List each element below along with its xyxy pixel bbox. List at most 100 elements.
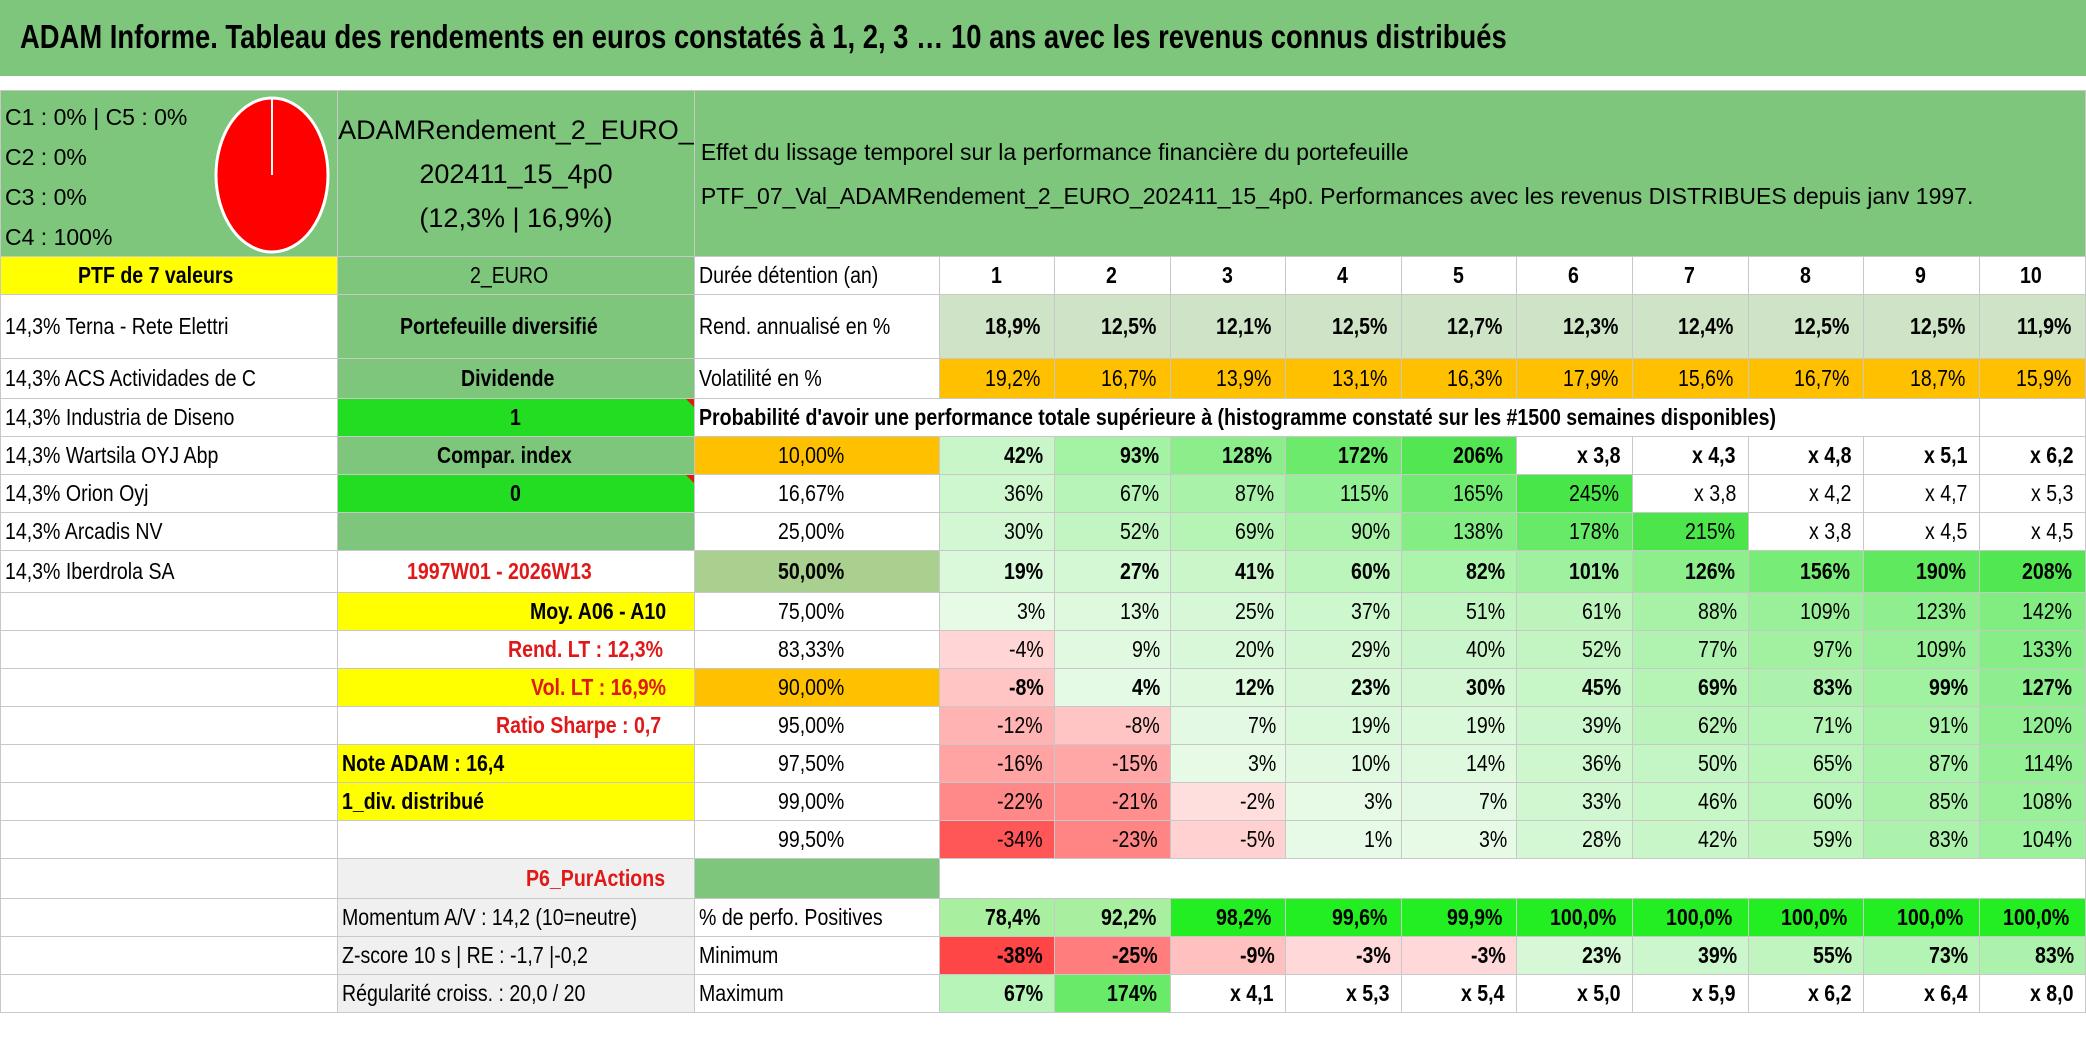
sharpe-label: Ratio Sharpe : 0,7 bbox=[337, 706, 695, 745]
quantile-label: 99,00% bbox=[693, 782, 940, 821]
quantile-value: 69% bbox=[1169, 512, 1287, 551]
quantile-value: 87% bbox=[1863, 744, 1980, 783]
vol-value: 17,9% bbox=[1516, 358, 1633, 399]
quantile-value: -8% bbox=[938, 668, 1056, 707]
quantile-value: 91% bbox=[1863, 706, 1980, 745]
vol-lt-label: Vol. LT : 16,9% bbox=[337, 668, 695, 707]
quantile-row: 99,50% -34% -23% -5% 1% 3% 28% 42% 59% 83% 104% bbox=[0, 820, 2086, 859]
min-value: -9% bbox=[1169, 936, 1287, 975]
quantile-value: x 5,3 bbox=[1978, 474, 2086, 513]
quantile-value: 33% bbox=[1516, 782, 1633, 821]
holding-item: 14,3% Wartsila OYJ Abp bbox=[0, 436, 339, 475]
quantile-value: -34% bbox=[938, 820, 1056, 859]
min-value: -3% bbox=[1400, 936, 1518, 975]
quantile-value: -22% bbox=[938, 782, 1056, 821]
divider bbox=[0, 76, 2086, 84]
empty-cell bbox=[0, 782, 339, 821]
quantile-value: 39% bbox=[1516, 706, 1633, 745]
quantile-value: 59% bbox=[1747, 820, 1865, 859]
quantile-value: 41% bbox=[1169, 550, 1287, 593]
quantile-value: 25% bbox=[1169, 592, 1287, 631]
max-value: x 4,1 bbox=[1169, 974, 1287, 1013]
empty-cell bbox=[0, 936, 339, 975]
quantile-value: 99% bbox=[1863, 668, 1980, 707]
quantile-value: 115% bbox=[1285, 474, 1402, 513]
quantile-value: x 6,2 bbox=[1978, 436, 2086, 475]
min-value: 39% bbox=[1631, 936, 1749, 975]
min-value: 73% bbox=[1863, 936, 1980, 975]
rend-label: Rend. annualisé en % bbox=[693, 294, 940, 359]
holding-item: 14,3% Terna - Rete Elettri bbox=[0, 294, 339, 359]
quantile-value: 88% bbox=[1631, 592, 1749, 631]
duree-label: Durée détention (an) bbox=[693, 256, 940, 295]
quantile-value: 123% bbox=[1863, 592, 1980, 631]
quantile-value: 60% bbox=[1285, 550, 1402, 593]
positives-row: Momentum A/V : 14,2 (10=neutre)% de perf… bbox=[0, 898, 2086, 937]
vol-value: 13,1% bbox=[1285, 358, 1402, 399]
proba-row: 14,3% Industria de Diseno 1 Probabilité d'… bbox=[0, 398, 2086, 437]
quantile-value: -23% bbox=[1054, 820, 1171, 859]
quantile-value: 83% bbox=[1747, 668, 1865, 707]
div-distrib-label: 1_div. distribué bbox=[337, 782, 695, 821]
year-header: 2 bbox=[1054, 256, 1171, 295]
quantile-value: 109% bbox=[1747, 592, 1865, 631]
quantile-row: Moy. A06 - A10 75,00% 3% 13% 25% 37% 51% 61% 88%… bbox=[0, 592, 2086, 631]
rend-value: 12,5% bbox=[1747, 294, 1865, 359]
vol-value: 15,9% bbox=[1978, 358, 2086, 399]
pos-value: 92,2% bbox=[1054, 898, 1171, 937]
holding-item: 14,3% Iberdrola SA bbox=[0, 550, 339, 593]
quantile-value: 120% bbox=[1978, 706, 2086, 745]
quantile-value: 65% bbox=[1747, 744, 1865, 783]
portfolio-stats: (12,3% | 16,9%) bbox=[419, 202, 613, 233]
quantile-row: Note ADAM : 16,4 97,50% -16% -15% 3% 10% 14% 36… bbox=[0, 744, 2086, 783]
year-header: 1 bbox=[938, 256, 1056, 295]
quantile-label: 90,00% bbox=[693, 668, 940, 707]
quantile-value: 190% bbox=[1863, 550, 1980, 593]
min-value: -25% bbox=[1054, 936, 1171, 975]
title-bar: ADAM Informe. Tableau des rendements en … bbox=[0, 0, 2086, 84]
quantile-label: 16,67% bbox=[693, 474, 940, 513]
quantile-value: 101% bbox=[1516, 550, 1633, 593]
quantile-value: 156% bbox=[1747, 550, 1865, 593]
quantile-value: 127% bbox=[1978, 668, 2086, 707]
quantile-value: 9% bbox=[1054, 630, 1171, 669]
ptf-header: PTF de 7 valeurs bbox=[0, 256, 339, 295]
quantile-value: 90% bbox=[1285, 512, 1402, 551]
year-header: 9 bbox=[1863, 256, 1980, 295]
quantile-value: 14% bbox=[1400, 744, 1518, 783]
quantile-value: 71% bbox=[1747, 706, 1865, 745]
empty-cell bbox=[0, 898, 339, 937]
legend-line: C1 : 0% | C5 : 0% bbox=[5, 104, 188, 130]
vol-value: 18,7% bbox=[1863, 358, 1980, 399]
quantile-value: x 5,1 bbox=[1863, 436, 1980, 475]
quantile-value: -16% bbox=[938, 744, 1056, 783]
vol-value: 13,9% bbox=[1169, 358, 1287, 399]
portfolio-name-block: ADAMRendement_2_EURO_ 202411_15_4p0 (12,… bbox=[337, 90, 695, 257]
dividend-label: Dividende bbox=[337, 358, 695, 399]
quantile-value: 215% bbox=[1631, 512, 1749, 551]
quantile-value: 37% bbox=[1285, 592, 1402, 631]
quantile-value: 62% bbox=[1631, 706, 1749, 745]
quantile-value: 7% bbox=[1169, 706, 1287, 745]
allocation-pie-chart bbox=[214, 96, 330, 254]
quantile-value: 60% bbox=[1747, 782, 1865, 821]
quantile-row: Vol. LT : 16,9% 90,00% -8% 4% 12% 23% 30% 45% 69… bbox=[0, 668, 2086, 707]
quantile-value: 27% bbox=[1054, 550, 1171, 593]
quantile-value: 3% bbox=[1400, 820, 1518, 859]
quantile-value: 104% bbox=[1978, 820, 2086, 859]
quantile-value: 108% bbox=[1978, 782, 2086, 821]
quantile-value: 93% bbox=[1054, 436, 1171, 475]
empty-cell bbox=[337, 820, 695, 859]
quantile-value: 50% bbox=[1631, 744, 1749, 783]
quantile-value: -4% bbox=[938, 630, 1056, 669]
pos-value: 78,4% bbox=[938, 898, 1056, 937]
rend-row: 14,3% Terna - Rete Elettri Portefeuille d… bbox=[0, 294, 2086, 359]
quantile-value: 36% bbox=[1516, 744, 1633, 783]
quantile-value: 138% bbox=[1400, 512, 1518, 551]
quantile-row: 14,3% Iberdrola SA 1997W01 - 2026W13 50,00… bbox=[0, 550, 2086, 593]
quantile-value: x 4,8 bbox=[1747, 436, 1865, 475]
quantile-value: x 4,5 bbox=[1978, 512, 2086, 551]
max-value: x 5,3 bbox=[1285, 974, 1402, 1013]
rend-value: 12,5% bbox=[1054, 294, 1171, 359]
quantile-value: 69% bbox=[1631, 668, 1749, 707]
